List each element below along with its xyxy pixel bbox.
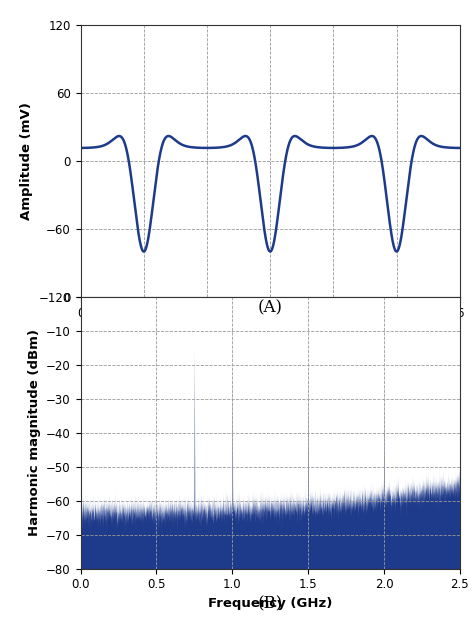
X-axis label: Time (ns): Time (ns): [235, 325, 305, 338]
Y-axis label: Amplitude (mV): Amplitude (mV): [20, 102, 33, 220]
Text: (B): (B): [257, 596, 283, 612]
Text: (A): (A): [258, 299, 283, 316]
X-axis label: Frequency (GHz): Frequency (GHz): [208, 597, 332, 610]
Y-axis label: Harmonic magnitude (dBm): Harmonic magnitude (dBm): [27, 329, 41, 536]
